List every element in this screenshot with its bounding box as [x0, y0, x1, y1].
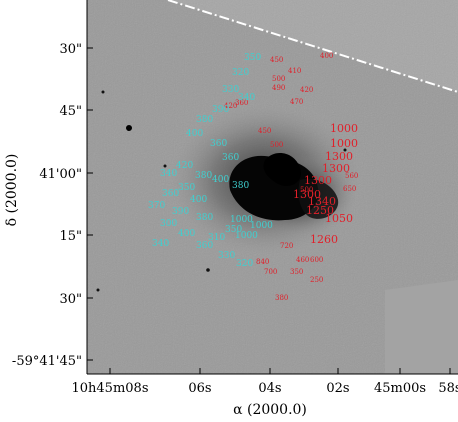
red-velocity-label: 700: [264, 268, 277, 276]
red-velocity-label: 650: [343, 185, 356, 193]
x-tick-label: 58s: [438, 381, 458, 396]
x-tick-label: 02s: [326, 381, 349, 396]
cyan-velocity-label: 400: [186, 129, 203, 139]
cyan-velocity-label: 380: [196, 213, 213, 223]
red-velocity-label: 460: [296, 256, 309, 264]
cyan-velocity-label: 360: [196, 241, 213, 251]
cyan-velocity-label: 310: [208, 233, 225, 243]
red-velocity-label: 720: [280, 242, 293, 250]
cyan-velocity-label: 1000: [250, 221, 273, 231]
red-velocity-label: 410: [288, 67, 301, 75]
x-tick-label: 45m00s: [374, 381, 426, 396]
red-velocity-label: 1300: [322, 162, 350, 175]
cyan-velocity-label: 390: [172, 207, 189, 217]
red-velocity-label: 1340: [308, 195, 336, 208]
cyan-velocity-label: 340: [152, 239, 169, 249]
red-velocity-label: 360: [235, 99, 248, 107]
red-velocity-label: 250: [310, 276, 323, 284]
cyan-velocity-label: 320: [232, 68, 249, 78]
red-velocity-label: 1300: [293, 188, 321, 201]
red-velocity-label: 1300: [304, 174, 332, 187]
red-velocity-label: 600: [310, 256, 323, 264]
y-tick-label: -59°41'45": [12, 354, 82, 369]
red-velocity-label: 840: [256, 258, 269, 266]
nebula-ridge: [298, 178, 339, 219]
red-velocity-label: 500: [270, 141, 283, 149]
field-star: [206, 268, 210, 272]
x-axis-ticks: 10h45m08s 06s 04s 02s 45m00s 58s: [72, 368, 458, 396]
cyan-velocity-label: 330: [222, 85, 239, 95]
red-velocity-label: 380: [275, 294, 288, 302]
x-axis-label: α (2000.0): [233, 402, 307, 418]
red-velocity-label: 1000: [330, 122, 358, 135]
y-tick-label: 30": [59, 292, 82, 307]
red-velocity-label: 500: [272, 75, 285, 83]
red-velocity-label: 350: [290, 268, 303, 276]
cyan-velocity-label: 380: [196, 115, 213, 125]
y-tick-label: 30": [59, 42, 82, 57]
cyan-velocity-label: 400: [212, 175, 229, 185]
red-velocity-label: 400: [320, 52, 333, 60]
central-cluster-core: [263, 153, 301, 187]
cyan-velocity-label: 370: [148, 201, 165, 211]
x-tick-label: 10h45m08s: [72, 381, 149, 396]
cyan-velocity-label: 350: [244, 53, 261, 63]
cyan-velocity-label: 330: [218, 251, 235, 261]
cyan-velocity-label: 400: [190, 195, 207, 205]
field-star: [101, 90, 105, 94]
red-velocity-label: 420: [224, 102, 237, 110]
cyan-velocity-label: 420: [176, 161, 193, 171]
cyan-velocity-label: 1000: [230, 215, 253, 225]
field-star: [126, 125, 132, 131]
red-velocity-label: 1000: [330, 137, 358, 150]
red-velocity-label: 420: [300, 86, 313, 94]
y-tick-label: 41'00": [39, 167, 82, 182]
cyan-velocity-label: 360: [162, 189, 179, 199]
cyan-velocity-label: 400: [178, 229, 195, 239]
cyan-velocity-label: 320: [236, 259, 253, 269]
cyan-velocity-label: 1000: [235, 231, 258, 241]
cyan-velocity-label: 360: [210, 139, 227, 149]
red-velocity-label: 1050: [325, 212, 353, 225]
red-velocity-label: 450: [258, 127, 271, 135]
red-velocity-label: 470: [290, 98, 303, 106]
red-velocity-label: 560: [345, 172, 358, 180]
cyan-velocity-label: 300: [160, 219, 177, 229]
red-velocity-label: 1260: [310, 233, 338, 246]
red-velocity-label: 1250: [306, 204, 334, 217]
field-star: [343, 148, 347, 152]
cyan-velocity-label: 350: [178, 183, 195, 193]
cyan-velocity-label: 380: [195, 171, 212, 181]
cyan-velocity-label: 360: [222, 153, 239, 163]
field-edge-corner: [385, 280, 458, 374]
y-tick-label: 45": [59, 104, 82, 119]
cyan-velocity-label: 380: [232, 181, 249, 191]
cyan-velocity-label: 390: [212, 105, 229, 115]
axes-frame: [86, 0, 458, 375]
red-velocity-label: 1300: [325, 150, 353, 163]
red-velocity-label: 490: [272, 84, 285, 92]
y-tick-label: 15": [59, 229, 82, 244]
red-velocity-label: 450: [270, 56, 283, 64]
x-tick-label: 04s: [258, 381, 281, 396]
x-tick-label: 06s: [188, 381, 211, 396]
field-star: [163, 164, 167, 168]
red-velocity-label: 500: [300, 186, 313, 194]
y-axis-ticks: 30" 45" 41'00" 15" 30" -59°41'45": [12, 42, 93, 369]
cyan-velocity-label: 340: [238, 93, 255, 103]
field-star: [96, 288, 100, 292]
y-axis-label: δ (2000.0): [4, 154, 20, 227]
cyan-velocity-label: 350: [225, 225, 242, 235]
cyan-velocity-label: 340: [160, 169, 177, 179]
field-edge: [167, 0, 458, 93]
